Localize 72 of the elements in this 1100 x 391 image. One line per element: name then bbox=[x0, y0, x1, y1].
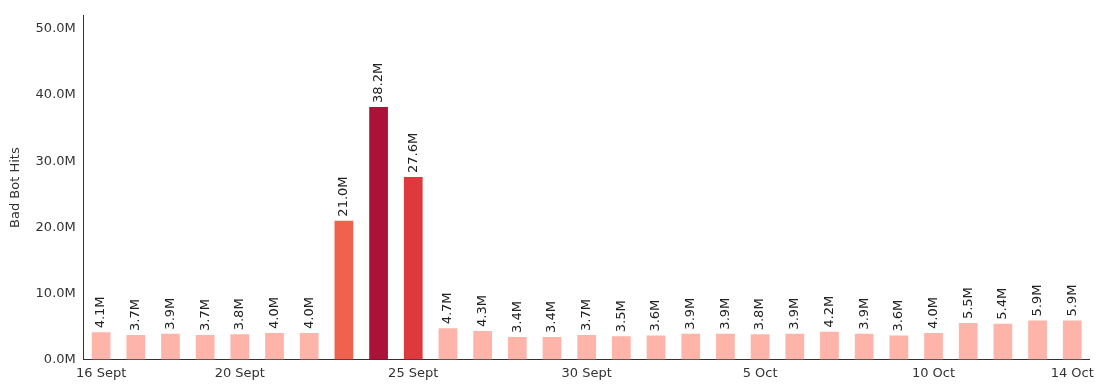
y-axis-title: Bad Bot Hits bbox=[7, 147, 23, 228]
bar bbox=[473, 330, 492, 360]
y-tick-label: 20.0M bbox=[35, 218, 76, 234]
data-label: 3.9M bbox=[786, 297, 802, 330]
bar bbox=[681, 333, 701, 360]
x-tick-label: 20 Sept bbox=[214, 364, 265, 380]
bar bbox=[577, 334, 597, 360]
data-label: 3.9M bbox=[682, 297, 698, 330]
bar bbox=[889, 335, 909, 360]
data-label: 4.2M bbox=[820, 295, 836, 328]
bar bbox=[230, 334, 250, 360]
bar bbox=[646, 335, 666, 360]
data-label: 4.3M bbox=[474, 295, 489, 327]
data-label: 3.6M bbox=[647, 299, 663, 332]
data-label: 5.9M bbox=[1063, 284, 1079, 317]
data-label: 5.5M bbox=[959, 287, 975, 320]
data-label: 4.0M bbox=[265, 297, 281, 329]
x-tick-label: 25 Sept bbox=[388, 364, 439, 380]
x-tick-label: 10 Oct bbox=[911, 364, 956, 380]
y-tick-label: 30.0M bbox=[35, 152, 76, 168]
data-label: 27.6M bbox=[404, 132, 420, 174]
bar bbox=[507, 336, 527, 360]
data-label: 4.1M bbox=[92, 296, 108, 329]
bar bbox=[993, 323, 1013, 360]
data-label: 4.7M bbox=[439, 292, 455, 325]
bar bbox=[958, 323, 978, 360]
x-tick-label: 5 Oct bbox=[742, 364, 778, 380]
bar bbox=[126, 334, 146, 360]
bar bbox=[403, 177, 423, 360]
x-tick-label: 14 Oct bbox=[1050, 364, 1094, 380]
y-tick-label: 10.0M bbox=[35, 284, 76, 300]
bar bbox=[438, 328, 458, 360]
data-label: 3.4M bbox=[508, 301, 524, 333]
data-label: 3.9M bbox=[716, 297, 732, 330]
bar bbox=[542, 336, 562, 360]
x-tick-label: 16 Sept bbox=[75, 364, 127, 380]
bar bbox=[1062, 320, 1082, 360]
data-label: 3.6M bbox=[890, 299, 906, 332]
data-label: 3.4M bbox=[543, 301, 559, 333]
bar bbox=[854, 333, 874, 360]
bar bbox=[369, 106, 388, 360]
bar bbox=[1028, 320, 1047, 360]
bar bbox=[785, 333, 805, 360]
y-tick-label: 50.0M bbox=[35, 20, 76, 36]
bar bbox=[924, 332, 943, 360]
data-label: 4.0M bbox=[924, 297, 940, 329]
y-tick-label: 40.0M bbox=[35, 86, 76, 102]
data-label: 4.0M bbox=[300, 297, 316, 329]
data-label: 5.4M bbox=[994, 287, 1010, 320]
bar bbox=[265, 332, 284, 360]
data-label: 3.5M bbox=[612, 300, 628, 333]
x-tick-label: 30 Sept bbox=[561, 364, 612, 380]
bar bbox=[820, 331, 839, 360]
data-label: 5.9M bbox=[1028, 284, 1044, 317]
data-label: 3.7M bbox=[196, 299, 212, 331]
bar bbox=[334, 220, 354, 360]
bar bbox=[750, 334, 770, 360]
data-label: 3.7M bbox=[127, 299, 143, 331]
bar bbox=[91, 332, 111, 360]
bar bbox=[161, 333, 180, 360]
data-label: 3.9M bbox=[161, 297, 177, 330]
bar bbox=[195, 334, 215, 360]
data-label: 21.0M bbox=[335, 176, 351, 217]
bar bbox=[299, 332, 319, 360]
bar bbox=[612, 336, 631, 360]
data-label: 3.8M bbox=[231, 298, 247, 331]
data-label: 3.9M bbox=[855, 297, 871, 330]
data-label: 3.8M bbox=[751, 298, 767, 331]
y-tick-label: 0.0M bbox=[43, 350, 76, 366]
data-label: 3.7M bbox=[578, 299, 594, 331]
data-label: 38.2M bbox=[369, 62, 385, 103]
bar bbox=[716, 333, 735, 360]
